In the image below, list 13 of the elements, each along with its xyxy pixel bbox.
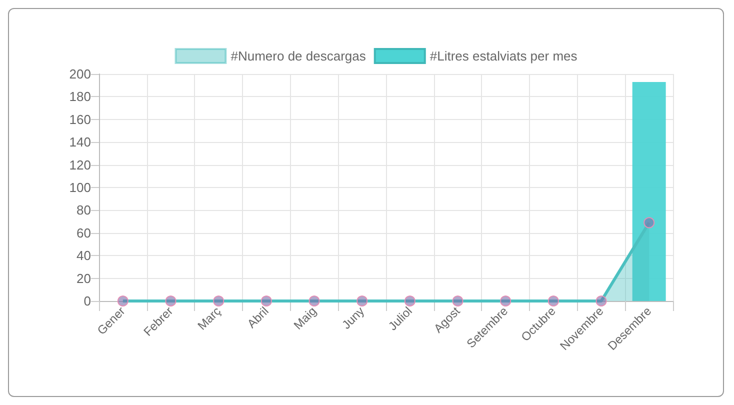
y-tick-label: 200 xyxy=(69,66,91,82)
y-tick-label: 100 xyxy=(69,180,91,195)
y-tick-label: 60 xyxy=(76,225,91,240)
y-tick-label: 160 xyxy=(69,112,91,127)
legend-label: #Numero de descargas xyxy=(230,48,366,64)
y-tick-label: 180 xyxy=(69,89,91,104)
y-tick-label: 0 xyxy=(84,294,91,308)
y-tick-label: 40 xyxy=(76,248,91,264)
y-tick-label: 80 xyxy=(76,202,91,218)
y-tick-label: 20 xyxy=(76,270,91,286)
y-tick-label: 120 xyxy=(69,157,91,172)
y-tick-label: 140 xyxy=(69,134,91,150)
legend-label: #Litres estalviats per mes xyxy=(430,48,578,64)
